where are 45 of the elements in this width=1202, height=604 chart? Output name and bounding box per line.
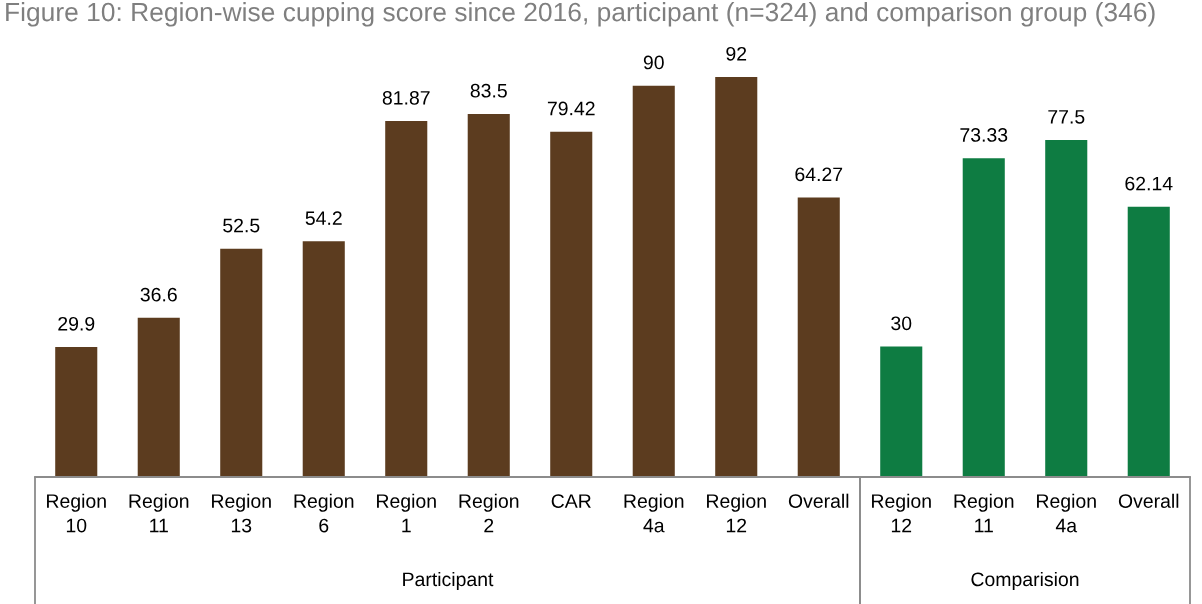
data-label: 79.42	[547, 101, 595, 116]
x-tick-label: Region 13	[212, 493, 271, 533]
bar	[797, 197, 840, 477]
x-tick-label: Region 11	[129, 493, 189, 533]
x-tick-label: Overall	[788, 493, 849, 508]
bar	[715, 77, 758, 477]
x-axis-title: Participant	[403, 571, 494, 591]
data-label: 54.2	[305, 211, 342, 225]
x-tick-label: Region 11	[954, 493, 1014, 533]
x-tick-label: Region 12	[872, 493, 931, 533]
x-tick-label: Region 4a	[1037, 493, 1096, 533]
bar	[962, 158, 1005, 477]
data-label: 73.33	[960, 128, 1008, 142]
bar	[220, 248, 263, 477]
x-tick-label: Overall	[1118, 493, 1179, 508]
x-tick-label: Region 2	[459, 493, 519, 533]
data-label: 90	[643, 55, 664, 70]
bar	[1127, 206, 1170, 477]
bar	[385, 121, 428, 477]
data-label: 83.5	[470, 83, 507, 98]
data-label: 64.27	[795, 167, 843, 182]
x-tick-label: CAR	[551, 494, 591, 508]
data-label: 92	[726, 46, 747, 61]
bar	[1045, 140, 1088, 477]
x-tick-label: Region 10	[47, 493, 106, 533]
bar	[137, 317, 180, 477]
data-label: 29.9	[58, 316, 95, 331]
x-axis-title: Comparision	[971, 571, 1079, 591]
data-label: 36.6	[140, 287, 177, 302]
data-label: 81.87	[382, 90, 430, 105]
x-tick-label: Region 6	[294, 493, 354, 533]
bar	[550, 131, 593, 477]
chart-title: Figure 10: Region-wise cupping score since 2016, participant (n=324) and comparison group (346)	[6, 2, 1155, 27]
bar	[632, 85, 675, 477]
data-label: 62.14	[1125, 176, 1173, 191]
bar	[302, 241, 345, 477]
data-label: 52.5	[223, 218, 260, 233]
x-tick-label: Region 1	[377, 493, 436, 533]
bar	[467, 113, 510, 477]
x-tick-label: Region 12	[707, 493, 766, 533]
x-tick-label: Region 4a	[624, 493, 684, 533]
data-label: 77.5	[1048, 110, 1085, 124]
bar	[55, 347, 98, 477]
bar	[880, 346, 923, 477]
data-label: 30	[891, 316, 912, 331]
